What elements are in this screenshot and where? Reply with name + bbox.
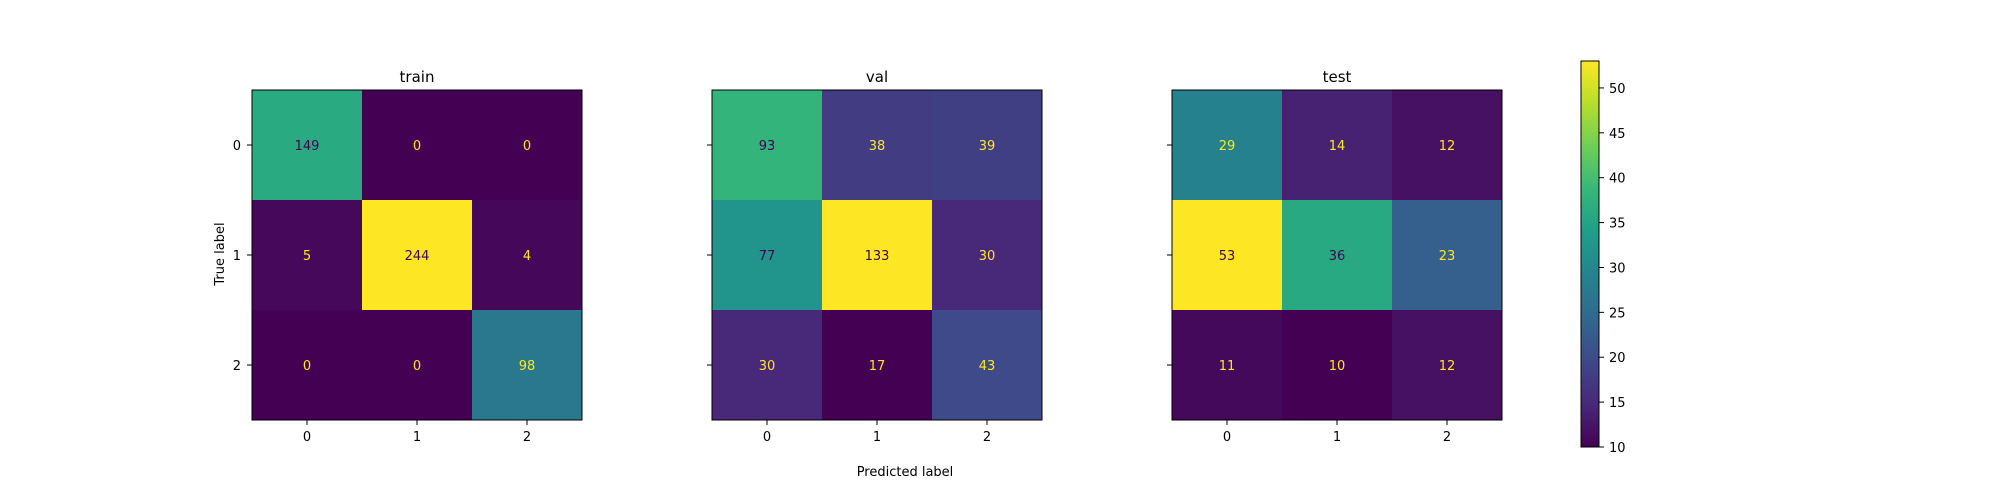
colorbar-tick-label: 50 <box>1609 82 1626 97</box>
x-tick-label: 0 <box>303 430 311 445</box>
heatmap-cell <box>822 90 932 200</box>
colorbar-tick-label: 30 <box>1609 261 1626 276</box>
cell-value-label: 38 <box>869 139 886 154</box>
colorbar-tick-label: 20 <box>1609 351 1626 366</box>
heatmap-cell <box>362 90 472 200</box>
x-tick-label: 0 <box>763 430 771 445</box>
cell-value-label: 12 <box>1439 359 1456 374</box>
x-tick-label: 1 <box>413 430 421 445</box>
colorbar-tick-label: 10 <box>1609 441 1626 456</box>
colorbar-tick-label: 25 <box>1609 306 1626 321</box>
cell-value-label: 11 <box>1219 359 1236 374</box>
heatmap-cell <box>1392 310 1502 420</box>
panel-title: train <box>400 68 435 86</box>
cell-value-label: 244 <box>405 249 430 264</box>
cell-value-label: 149 <box>295 139 320 154</box>
heatmap-cell <box>252 310 362 420</box>
panel-train: 149 0 0 5 244 4 0 0 98 train 0 1 2 0 1 2 <box>233 68 583 445</box>
heatmap-cell <box>472 90 582 200</box>
cell-value-label: 53 <box>1219 249 1236 264</box>
x-axis-label: Predicted label <box>857 465 954 480</box>
heatmap-cell <box>712 90 822 200</box>
heatmap-cell <box>252 90 362 200</box>
heatmap-cell <box>932 310 1042 420</box>
heatmap-cell <box>822 200 932 310</box>
y-axis-label: True label <box>213 222 228 286</box>
heatmap-cell <box>1282 310 1392 420</box>
colorbar: 10 15 20 25 30 35 40 45 50 <box>1580 60 1626 456</box>
heatmap-cell <box>1172 200 1282 310</box>
x-tick-label: 2 <box>1443 430 1451 445</box>
panel-val: 93 38 39 77 133 30 30 17 43 val 0 1 2 <box>707 68 1043 445</box>
cell-value-label: 4 <box>523 249 531 264</box>
colorbar-tick-label: 35 <box>1609 217 1626 232</box>
heatmap-cell <box>932 200 1042 310</box>
colorbar-tick-label: 40 <box>1609 172 1626 187</box>
cell-value-label: 14 <box>1329 139 1346 154</box>
heatmap-cell <box>1172 90 1282 200</box>
cell-value-label: 0 <box>413 139 421 154</box>
heatmap-cell <box>472 200 582 310</box>
heatmap-cell <box>1282 90 1392 200</box>
y-tick-label: 1 <box>233 249 241 264</box>
heatmap-cell <box>822 310 932 420</box>
colorbar-tick-label: 45 <box>1609 127 1626 142</box>
panel-title: val <box>866 68 888 86</box>
cell-value-label: 5 <box>303 249 311 264</box>
heatmap-cell <box>712 310 822 420</box>
x-tick-label: 2 <box>983 430 991 445</box>
cell-value-label: 23 <box>1439 249 1456 264</box>
heatmap-cell <box>1282 200 1392 310</box>
cell-value-label: 98 <box>519 359 536 374</box>
y-tick-label: 2 <box>233 359 241 374</box>
heatmap-cell <box>1392 200 1502 310</box>
x-tick-label: 2 <box>523 430 531 445</box>
colorbar-gradient <box>1581 61 1599 447</box>
cell-value-label: 0 <box>413 359 421 374</box>
y-tick-label: 0 <box>233 139 241 154</box>
cell-value-label: 30 <box>979 249 996 264</box>
cell-value-label: 10 <box>1329 359 1346 374</box>
heatmap-cell <box>472 310 582 420</box>
cell-value-label: 36 <box>1329 249 1346 264</box>
cell-value-label: 133 <box>865 249 890 264</box>
cell-value-label: 0 <box>523 139 531 154</box>
cell-value-label: 39 <box>979 139 996 154</box>
x-tick-label: 1 <box>873 430 881 445</box>
cell-value-label: 17 <box>869 359 886 374</box>
cell-value-label: 29 <box>1219 139 1236 154</box>
cell-value-label: 12 <box>1439 139 1456 154</box>
heatmap-cell <box>1392 90 1502 200</box>
cell-value-label: 93 <box>759 139 776 154</box>
heatmap-cell <box>712 200 822 310</box>
cell-value-label: 77 <box>759 249 776 264</box>
heatmap-cell <box>252 200 362 310</box>
x-tick-label: 0 <box>1223 430 1231 445</box>
heatmap-cell <box>932 90 1042 200</box>
cell-value-label: 43 <box>979 359 996 374</box>
colorbar-tick-label: 15 <box>1609 396 1626 411</box>
cell-value-label: 30 <box>759 359 776 374</box>
panel-title: test <box>1323 68 1352 86</box>
colorbar-frame <box>1580 60 1600 448</box>
cell-value-label: 0 <box>303 359 311 374</box>
heatmap-cell <box>362 310 472 420</box>
x-tick-label: 1 <box>1333 430 1341 445</box>
heatmap-cell <box>1172 310 1282 420</box>
heatmap-cell <box>362 200 472 310</box>
